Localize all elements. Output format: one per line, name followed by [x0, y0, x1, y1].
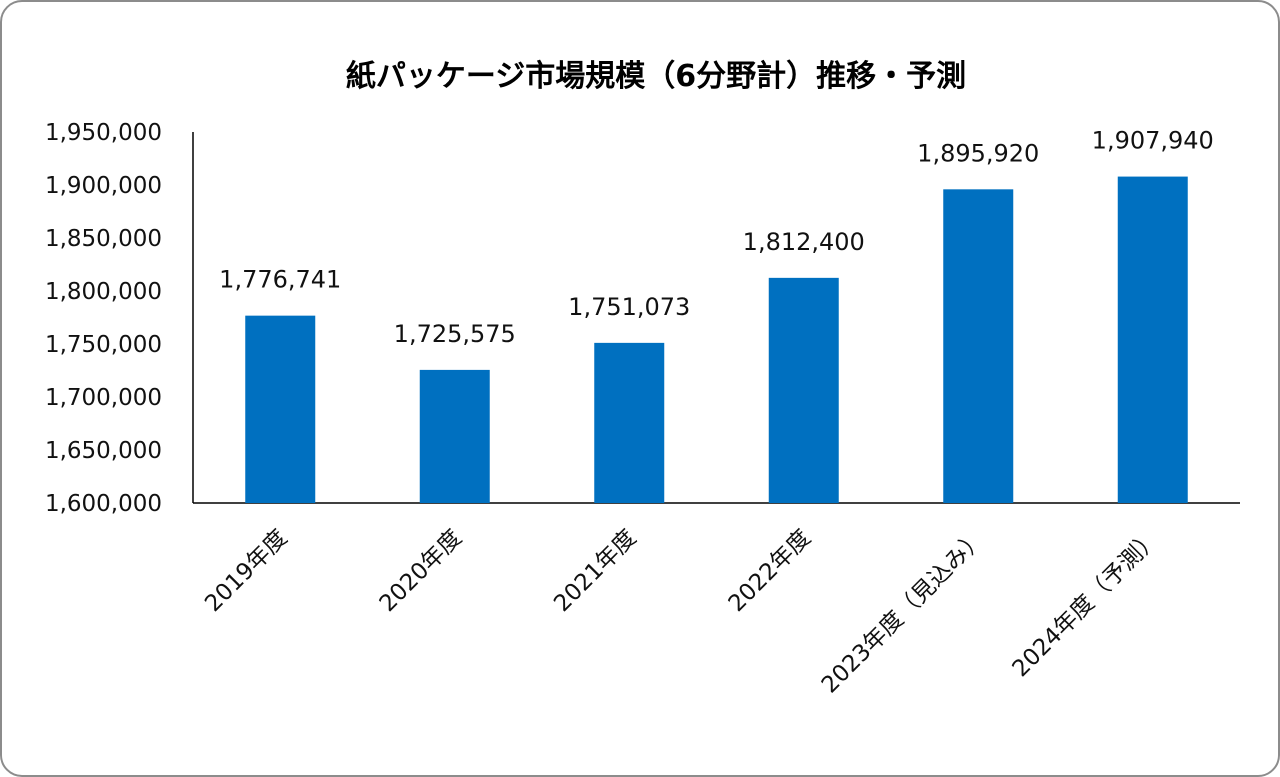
bars — [245, 176, 1188, 503]
data-label: 1,751,073 — [568, 293, 690, 321]
bar — [594, 342, 665, 503]
x-tick-label: 2021年度 — [549, 525, 641, 617]
x-tick-label: 2023年度（見込み） — [817, 525, 991, 699]
bar — [419, 369, 490, 503]
data-label: 1,895,920 — [917, 139, 1039, 167]
bar — [245, 315, 316, 503]
x-tick-label: 2024年度（予測） — [1008, 525, 1165, 682]
y-tick-label: 1,950,000 — [45, 120, 162, 146]
data-label: 1,812,400 — [743, 228, 865, 256]
bar — [943, 189, 1014, 503]
y-tick-label: 1,700,000 — [45, 385, 162, 411]
y-tick-label: 1,900,000 — [45, 173, 162, 199]
data-labels: 1,776,741 1,725,575 1,751,073 1,812,400 1,89… — [219, 127, 1214, 348]
y-axis: 1,600,000 1,650,000 1,700,000 1,750,000 1,80… — [45, 120, 194, 517]
bar — [1117, 176, 1188, 503]
data-label: 1,907,940 — [1092, 127, 1214, 155]
data-label: 1,725,575 — [394, 320, 516, 348]
y-tick-label: 1,650,000 — [45, 438, 162, 464]
y-tick-label: 1,600,000 — [45, 491, 162, 517]
data-label: 1,776,741 — [219, 266, 341, 294]
bar — [768, 277, 839, 503]
y-tick-label: 1,850,000 — [45, 226, 162, 252]
x-tick-label: 2019年度 — [200, 525, 292, 617]
chart-title: 紙パッケージ市場規模（6分野計）推移・予測 — [346, 59, 966, 94]
x-tick-label: 2020年度 — [375, 525, 467, 617]
y-tick-label: 1,750,000 — [45, 332, 162, 358]
x-axis: 2019年度 2020年度 2021年度 2022年度 2023年度（見込み） 2024年… — [193, 502, 1240, 699]
y-tick-label: 1,800,000 — [45, 279, 162, 305]
x-tick-label: 2022年度 — [724, 525, 816, 617]
